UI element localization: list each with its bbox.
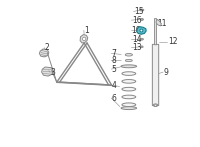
Circle shape xyxy=(141,46,142,47)
Circle shape xyxy=(140,29,143,32)
Ellipse shape xyxy=(153,104,158,107)
Text: 10: 10 xyxy=(131,26,141,35)
Text: 11: 11 xyxy=(158,19,167,27)
Ellipse shape xyxy=(140,38,143,40)
Text: 2: 2 xyxy=(44,43,49,52)
Ellipse shape xyxy=(122,72,136,75)
Text: 4: 4 xyxy=(112,81,116,90)
FancyBboxPatch shape xyxy=(155,19,157,45)
Ellipse shape xyxy=(140,9,144,11)
Circle shape xyxy=(141,19,143,20)
Text: 5: 5 xyxy=(112,65,116,74)
Polygon shape xyxy=(156,19,161,26)
FancyBboxPatch shape xyxy=(152,44,159,106)
Ellipse shape xyxy=(121,65,137,68)
Text: 8: 8 xyxy=(112,56,116,65)
Polygon shape xyxy=(39,49,49,57)
Text: 6: 6 xyxy=(112,93,116,102)
Polygon shape xyxy=(80,35,88,43)
Polygon shape xyxy=(137,27,146,34)
Polygon shape xyxy=(42,67,53,76)
Ellipse shape xyxy=(122,95,136,99)
Circle shape xyxy=(141,39,142,40)
Text: 7: 7 xyxy=(112,49,116,58)
Ellipse shape xyxy=(122,87,136,91)
Ellipse shape xyxy=(122,80,136,83)
Text: 1: 1 xyxy=(84,26,89,35)
Ellipse shape xyxy=(125,59,132,62)
Ellipse shape xyxy=(122,103,136,107)
Circle shape xyxy=(82,37,86,41)
Ellipse shape xyxy=(141,46,143,48)
Ellipse shape xyxy=(141,10,143,11)
Text: 3: 3 xyxy=(50,68,55,77)
Ellipse shape xyxy=(125,54,132,56)
Circle shape xyxy=(155,104,157,106)
Text: 9: 9 xyxy=(163,68,168,77)
Ellipse shape xyxy=(140,18,143,20)
Text: 15: 15 xyxy=(134,7,144,16)
Ellipse shape xyxy=(121,107,137,110)
Text: 14: 14 xyxy=(132,35,141,44)
Text: 13: 13 xyxy=(132,43,141,52)
Text: 16: 16 xyxy=(132,16,141,25)
Text: 12: 12 xyxy=(168,37,177,46)
